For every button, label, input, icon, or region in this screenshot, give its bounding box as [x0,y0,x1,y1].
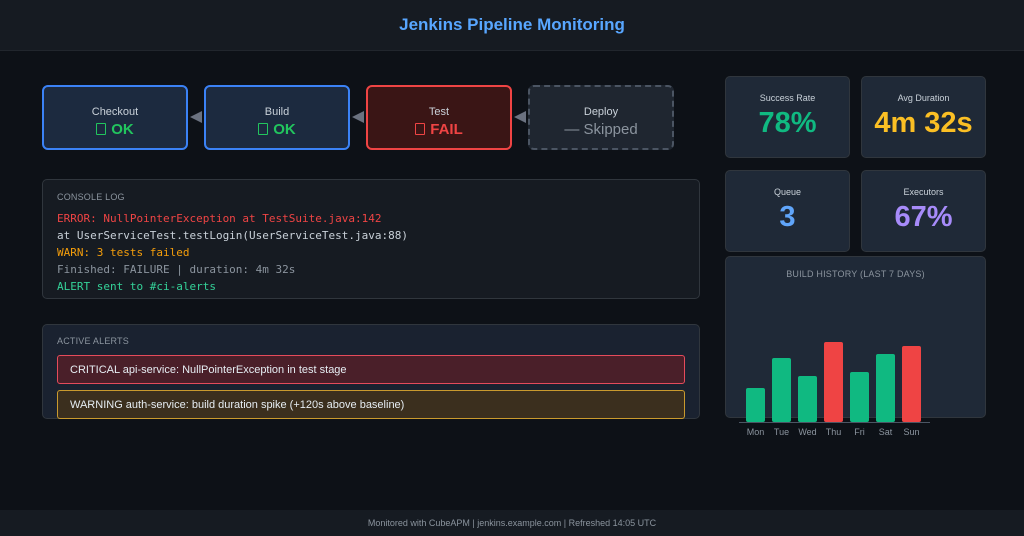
stage-status: FAIL [368,121,510,138]
stat-label: Success Rate [759,93,816,103]
bar-tue[interactable] [772,358,791,422]
stage-deploy[interactable]: Deploy — Skipped [528,85,674,150]
stage-status: OK [44,121,186,138]
cross-icon [415,123,426,135]
console-lines: ERROR: NullPointerException at TestSuite… [57,210,685,295]
pipeline-arrow [514,111,526,123]
bar-mon[interactable] [746,388,765,422]
console-log-title: CONSOLE LOG [57,192,125,202]
bar-wed[interactable] [798,376,817,422]
stat-success-rate: Success Rate 78% [725,76,850,158]
tick-label-wed: Wed [798,427,816,437]
stat-value: 4m 32s [874,107,973,139]
active-alerts-title: ACTIVE ALERTS [57,336,129,346]
stat-value: 67% [894,201,953,233]
stat-avg-duration: Avg Duration 4m 32s [861,76,986,158]
console-log-panel: CONSOLE LOG ERROR: NullPointerException … [42,179,700,299]
stage-name: Deploy [583,106,619,118]
stage-test[interactable]: Test FAIL [366,85,512,150]
tick-label-sat: Sat [879,427,893,437]
stat-value: 3 [779,201,796,233]
page-title: Jenkins Pipeline Monitoring [399,15,625,34]
bar-thu[interactable] [824,342,843,422]
stage-name: Checkout [91,106,139,118]
footer: Monitored with CubeAPM | jenkins.example… [0,510,1024,536]
stat-label: Queue [773,187,802,197]
build-history-title: BUILD HISTORY (last 7 days) [786,269,925,279]
check-icon [258,123,269,135]
bar-sun[interactable] [902,346,921,422]
console-line: WARN: 3 tests failed [57,246,190,259]
stage-status: OK [206,121,348,138]
console-line: ALERT sent to #ci-alerts [57,280,216,293]
stage-name: Build [264,106,290,118]
pipeline-arrow [190,111,202,123]
alert-warning[interactable]: WARNING auth-service: build duration spi… [57,390,685,419]
stat-executors: Executors 67% [861,170,986,252]
build-history-chart: Mon Tue Wed Thu Fri Sat Sun [739,342,930,437]
tick-label-sun: Sun [903,427,919,437]
bar-fri[interactable] [850,372,869,422]
bar-sat[interactable] [876,354,895,422]
tick-label-thu: Thu [826,427,842,437]
check-icon [96,123,107,135]
stage-name: Test [428,106,450,118]
console-line: ERROR: NullPointerException at TestSuite… [57,212,382,225]
alert-critical[interactable]: CRITICAL api-service: NullPointerExcepti… [57,355,685,384]
tick-label-fri: Fri [854,427,865,437]
top-bar: Jenkins Pipeline Monitoring [0,0,1024,51]
tick-label-mon: Mon [747,427,765,437]
active-alerts-panel: ACTIVE ALERTS CRITICAL api-service: Null… [42,324,700,419]
stat-label: Executors [903,187,944,197]
stage-status: — Skipped [564,121,638,138]
stage-checkout[interactable]: Checkout OK [42,85,188,150]
stat-label: Avg Duration [897,93,950,103]
stage-build[interactable]: Build OK [204,85,350,150]
pipeline-arrow [352,111,364,123]
tick-label-tue: Tue [774,427,789,437]
stat-queue: Queue 3 [725,170,850,252]
stat-value: 78% [758,107,817,139]
console-line: Finished: FAILURE | duration: 4m 32s [57,263,296,276]
console-line: at UserServiceTest.testLogin(UserService… [57,229,408,242]
